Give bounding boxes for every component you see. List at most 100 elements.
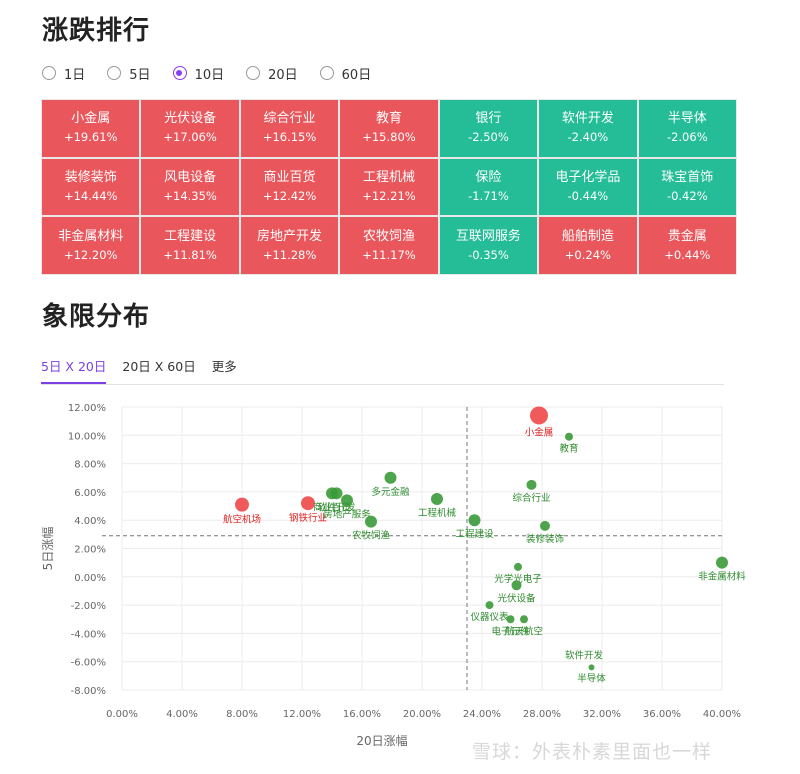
point-label: 软件开发	[565, 650, 604, 662]
radio-selected-icon[interactable]	[172, 66, 187, 80]
period-label: 20日	[268, 67, 298, 83]
x-tick-label: 12.00%	[283, 709, 321, 720]
industry-name: 教育	[375, 111, 402, 127]
industry-cell[interactable]: 综合行业 +16.15%	[240, 100, 339, 157]
scatter-point	[526, 479, 537, 490]
scatter-point	[384, 471, 397, 484]
industry-change: +19.61%	[63, 130, 118, 145]
industry-cell[interactable]: 电子化学品 -0.44%	[539, 158, 637, 216]
tab-5d-x-20d[interactable]: 5日 X 20日	[41, 352, 107, 384]
industry-name: 非金属材料	[58, 228, 124, 244]
point-label: 非金属材料	[698, 571, 746, 583]
industry-cell[interactable]: 软件开发 -2.40%	[539, 100, 637, 157]
radio-circle-icon[interactable]	[107, 66, 122, 80]
scatter-point	[301, 496, 315, 511]
period-label: 1日	[64, 67, 86, 83]
industry-cell[interactable]: 贵金属 +0.44%	[638, 217, 736, 274]
point-label: 工程机械	[418, 507, 457, 519]
radio-circle-icon[interactable]	[42, 66, 56, 80]
point-label: 钢铁行业	[289, 512, 327, 524]
point-label: 光伏设备	[497, 592, 536, 604]
period-label: 5日	[129, 67, 151, 83]
x-tick-label: 16.00%	[343, 709, 381, 720]
industry-change: -2.06%	[666, 130, 708, 145]
point-label: 电子元件	[491, 625, 530, 637]
period-radio-group: 1日 5日 10日 20日 60日	[42, 62, 393, 84]
industry-change: +11.17%	[362, 247, 416, 262]
industry-cell[interactable]: 互联网服务 -0.35%	[439, 217, 538, 274]
industry-cell[interactable]: 商业百货 +12.42%	[240, 158, 339, 216]
industry-name: 船舶制造	[561, 228, 614, 244]
scatter-point	[235, 497, 249, 512]
scatter-point	[588, 664, 595, 671]
period-radio-20d[interactable]: 20日	[246, 64, 298, 83]
industry-cell[interactable]: 工程机械 +12.21%	[340, 158, 438, 216]
industry-name: 光伏设备	[164, 111, 217, 127]
industry-cell[interactable]: 小金属 +19.61%	[42, 100, 140, 157]
point-label: 光学光电子	[494, 573, 542, 585]
industry-cell[interactable]: 光伏设备 +17.06%	[141, 100, 239, 157]
scatter-point	[514, 562, 522, 571]
industry-name: 工程建设	[164, 228, 217, 244]
industry-cell[interactable]: 教育 +15.80%	[340, 100, 438, 157]
industry-cell[interactable]: 银行 -2.50%	[439, 100, 538, 157]
y-tick-label: 8.00%	[74, 460, 106, 471]
point-label: 装修装饰	[526, 533, 564, 545]
radio-circle-icon[interactable]	[319, 66, 334, 80]
scatter-point	[485, 601, 494, 610]
scatter-point	[330, 487, 343, 500]
industry-change: +12.20%	[63, 247, 118, 262]
industry-cell[interactable]: 工程建设 +11.81%	[141, 217, 239, 274]
y-tick-label: 12.00%	[68, 403, 106, 414]
industry-name: 珠宝首饰	[661, 169, 714, 185]
industry-name: 软件开发	[561, 111, 614, 127]
quadrant-scatter-chart: 12.00% 10.00% 8.00% 6.00% 4.00% 2.00% 0.00% -2.…	[40, 403, 746, 748]
industry-cell[interactable]: 房地产开发 +11.28%	[240, 217, 339, 274]
industry-cell[interactable]: 保险 -1.71%	[439, 158, 538, 216]
point-label: 半导体	[577, 672, 606, 684]
tab-20d-x-60d[interactable]: 20日 X 60日	[122, 359, 196, 374]
industry-change: -0.42%	[666, 188, 708, 203]
scatter-point	[468, 514, 481, 527]
x-tick-label: 40.00%	[703, 709, 741, 720]
radio-circle-icon[interactable]	[246, 66, 261, 80]
industry-cell[interactable]: 非金属材料 +12.20%	[42, 217, 140, 274]
industry-name: 小金属	[71, 111, 111, 127]
industry-name: 商业百货	[263, 169, 316, 185]
x-tick-label: 0.00%	[106, 709, 138, 720]
industry-cell[interactable]: 珠宝首饰 -0.42%	[638, 158, 736, 216]
y-tick-label: 6.00%	[74, 488, 106, 499]
industry-cell[interactable]: 农牧饲渔 +11.17%	[340, 217, 438, 274]
industry-cell[interactable]: 风电设备 +14.35%	[141, 158, 239, 216]
period-label: 10日	[194, 67, 225, 83]
industry-change: +0.44%	[664, 247, 711, 262]
scatter-point	[365, 515, 377, 528]
quadrant-title: 象限分布	[42, 302, 151, 332]
period-radio-1d[interactable]: 1日	[42, 64, 85, 83]
period-radio-10d[interactable]: 10日	[172, 64, 225, 83]
industry-change: +14.44%	[63, 188, 118, 203]
industry-name: 风电设备	[164, 169, 217, 185]
industry-change: +12.21%	[362, 188, 416, 203]
industry-change: +0.24%	[564, 247, 611, 262]
industry-name: 农牧饲渔	[362, 228, 415, 244]
y-axis-title: 5日涨幅	[40, 527, 55, 571]
x-tick-label: 24.00%	[463, 709, 501, 720]
y-tick-label: 2.00%	[74, 545, 106, 556]
industry-cell[interactable]: 半导体 -2.06%	[638, 100, 736, 157]
period-radio-5d[interactable]: 5日	[107, 64, 151, 83]
scatter-point	[341, 494, 353, 507]
industry-cell[interactable]: 装修装饰 +14.44%	[42, 158, 140, 216]
point-label: 工程建设	[455, 528, 494, 540]
point-label: 农牧饲渔	[352, 530, 391, 542]
industry-cell[interactable]: 船舶制造 +0.24%	[539, 217, 637, 274]
point-label: 航天航空	[505, 625, 543, 637]
scatter-point	[565, 432, 573, 441]
point-label: 商业百货	[313, 501, 351, 513]
industry-name: 综合行业	[263, 111, 316, 127]
x-tick-label: 28.00%	[523, 709, 561, 720]
tab-more[interactable]: 更多	[211, 359, 237, 374]
period-radio-60d[interactable]: 60日	[319, 64, 371, 83]
industry-change: -0.35%	[468, 247, 509, 262]
industry-name: 工程机械	[362, 169, 415, 185]
